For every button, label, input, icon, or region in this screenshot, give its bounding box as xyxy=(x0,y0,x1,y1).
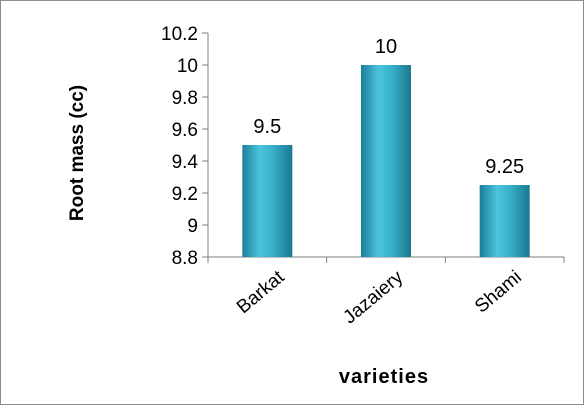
x-tick-label-shami: Shami xyxy=(471,267,526,318)
y-tick-label: 9.6 xyxy=(172,120,198,141)
data-label-shami: 9.25 xyxy=(485,156,524,178)
y-tick-label: 9.8 xyxy=(172,88,198,109)
y-tick-label: 10.2 xyxy=(161,24,198,45)
y-tick-label: 9 xyxy=(187,216,198,237)
bar-shami xyxy=(479,185,530,257)
x-axis-title: varieties xyxy=(339,366,429,388)
bar-barkat xyxy=(242,145,293,257)
x-tick-label-jazaiery: Jazaiery xyxy=(340,266,408,328)
y-tick-label: 8.8 xyxy=(172,248,198,269)
data-label-jazaiery: 10 xyxy=(375,36,397,58)
y-tick-label: 10 xyxy=(177,56,198,77)
data-label-barkat: 9.5 xyxy=(253,116,281,138)
bars xyxy=(242,65,530,257)
bar-jazaiery xyxy=(361,65,411,257)
x-tick-label-barkat: Barkat xyxy=(233,266,289,318)
y-tick-label: 9.2 xyxy=(172,184,198,205)
y-tick-label: 9.4 xyxy=(172,152,199,173)
data-labels: 9.5 10 9.25 xyxy=(253,36,524,178)
y-axis-title: Root mass (cc) xyxy=(67,85,88,221)
